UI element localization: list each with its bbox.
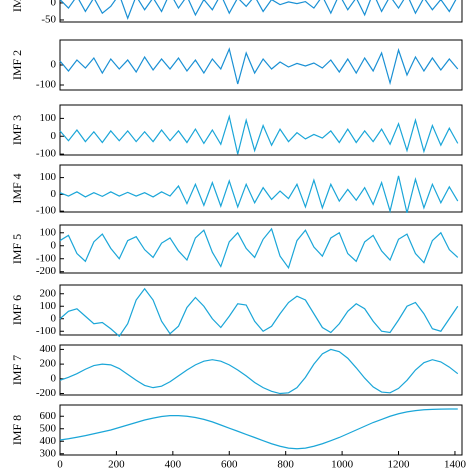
y-tick-label: 500 <box>40 422 57 434</box>
x-tick-label: 200 <box>108 459 125 471</box>
x-tick-label: 400 <box>165 459 182 471</box>
y-axis-label: IMF 5 <box>10 234 24 264</box>
signal-line <box>59 408 458 450</box>
y-axis-label: IMF 8 <box>10 415 24 445</box>
signal-line <box>59 227 459 270</box>
panel-frame <box>59 404 463 456</box>
y-tick-label: 200 <box>40 287 57 299</box>
panel-frame <box>59 284 463 336</box>
y-tick-label: 0 <box>51 0 57 8</box>
signal-line <box>59 175 459 214</box>
x-tick-label: 0 <box>57 459 63 471</box>
x-tick-label: 1200 <box>388 459 411 471</box>
y-axis-label: IMF 6 <box>10 295 24 325</box>
y-tick-label: 0 <box>51 188 57 200</box>
y-tick-label: -100 <box>36 325 57 337</box>
y-tick-label: 0 <box>51 59 57 71</box>
y-tick-label: -50 <box>41 13 56 25</box>
panel-frame <box>59 104 463 156</box>
y-tick-label: -100 <box>36 148 57 160</box>
panel-frame <box>59 344 463 396</box>
y-tick-label: 200 <box>40 358 57 370</box>
y-tick-label: -100 <box>36 79 57 91</box>
panel-frame <box>59 0 463 23</box>
signal-line <box>59 0 457 20</box>
signal-line <box>59 114 459 155</box>
y-tick-label: 0 <box>51 239 57 251</box>
signal-line <box>59 348 459 395</box>
x-tick-label: 600 <box>221 459 238 471</box>
y-tick-label: -200 <box>36 265 57 277</box>
signal-line <box>59 47 459 86</box>
y-tick-label: 600 <box>40 410 57 422</box>
y-axis-label: IMF 2 <box>10 50 24 80</box>
y-tick-label: -200 <box>36 387 57 399</box>
x-tick-label: 1400 <box>444 459 467 471</box>
y-tick-label: 400 <box>40 435 57 447</box>
y-axis-label: IMF 1 <box>10 0 24 12</box>
x-tick-label: 1000 <box>331 459 354 471</box>
signal-line <box>59 287 459 338</box>
y-tick-label: 100 <box>40 112 57 124</box>
y-tick-label: 100 <box>40 171 57 183</box>
y-tick-label: -100 <box>36 205 57 217</box>
y-axis-label: IMF 7 <box>10 355 24 385</box>
x-tick-label: 800 <box>277 459 294 471</box>
y-axis-label: IMF 3 <box>10 115 24 145</box>
y-tick-label: 0 <box>51 130 57 142</box>
panel-frame <box>59 164 463 213</box>
y-tick-label: 0 <box>51 372 57 384</box>
y-tick-label: 100 <box>40 300 57 312</box>
y-tick-label: 100 <box>40 226 57 238</box>
y-tick-label: 0 <box>51 312 57 324</box>
y-tick-label: 400 <box>40 343 57 355</box>
y-tick-label: 300 <box>40 447 57 459</box>
y-axis-label: IMF 4 <box>10 173 24 203</box>
panel-frame <box>59 39 463 91</box>
y-tick-label: -100 <box>36 252 57 264</box>
panel-frame <box>59 224 463 274</box>
